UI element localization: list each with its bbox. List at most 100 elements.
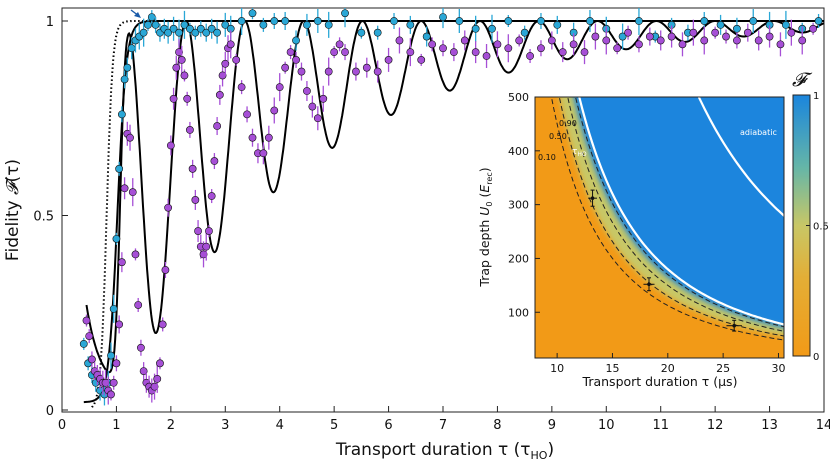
data-point [210,157,219,165]
data-point [743,28,752,37]
data-point [493,40,502,49]
data-point [115,320,124,329]
data-point [635,40,643,49]
data-point [341,48,349,57]
x-tick-label: 1 [112,418,120,433]
data-point [700,17,709,25]
data-point [199,250,208,259]
data-point [127,44,136,53]
data-point [183,94,192,103]
x-tick-label: 4 [276,418,284,433]
data-point [373,67,382,76]
data-point [237,83,246,92]
data-point [406,48,415,57]
data-point [259,149,268,158]
data-point [175,28,183,37]
data-point [82,316,91,325]
data-point [716,20,725,29]
x-tick-label: 11 [652,418,669,433]
inset-data-point [647,282,651,287]
data-point [782,20,790,29]
data-point [765,32,774,41]
inset-y-tick-label: 500 [508,91,529,104]
data-point [188,164,197,173]
data-point [281,17,290,25]
data-point [186,126,194,134]
y-tick-label: 0.5 [33,210,54,225]
contour-label-010: 0.10 [538,153,556,162]
data-point [259,20,268,29]
data-point [128,188,137,197]
inset-y-tick-label: 100 [508,306,529,319]
data-point [151,20,160,29]
data-point [139,367,148,375]
data-point [618,32,627,41]
x-tick-label: 3 [221,418,229,433]
data-point [243,110,251,119]
tho-curve-label: τHO [572,147,587,158]
data-point [169,24,178,33]
data-point [196,24,205,33]
data-point [324,67,333,76]
data-point [134,301,143,309]
contour-label-090: 0.90 [559,119,577,128]
data-point [455,17,464,25]
inset-x-tick-label: 20 [661,362,675,375]
data-point [213,122,222,130]
x-tick-label: 14 [816,418,830,433]
data-point [232,56,241,64]
data-point [547,36,556,45]
colorbar-tick-label: 0 [813,352,819,363]
data-point [352,67,360,76]
data-point [488,24,496,33]
inset-x-tick-label: 25 [716,362,730,375]
data-point [635,17,643,25]
data-point [191,28,200,37]
data-point [120,75,129,84]
data-point [107,351,115,360]
data-point [787,28,796,37]
data-point [319,94,328,103]
x-tick-label: 7 [439,418,447,433]
data-point [292,36,300,45]
arrow-marker-icon [130,9,141,18]
inset-x-axis-label: Transport duration τ (μs) [582,374,738,389]
x-tick-label: 10 [598,418,615,433]
data-point [515,36,524,45]
data-point [482,52,491,60]
ideal-fit-curve [91,20,155,408]
colorbar-tick-label: 1 [813,91,819,102]
data-point [281,63,290,72]
inset-y-tick-label: 200 [508,252,529,265]
data-point [733,24,741,33]
data-point [439,44,447,53]
data-point [101,378,110,387]
adiabatic-curve [697,97,784,218]
data-point [553,20,562,29]
data-point [109,378,118,387]
data-point [390,17,398,25]
x-tick-label: 13 [761,418,778,433]
data-point [158,320,167,329]
data-point [613,44,622,53]
x-tick-label: 8 [493,418,501,433]
data-point [150,382,159,391]
data-point [313,17,322,25]
data-point [237,17,246,25]
fidelity-contour [558,97,784,337]
data-point [624,28,632,37]
data-point [689,28,698,37]
data-point [504,44,513,53]
x-tick-label: 6 [384,418,392,433]
data-point [428,40,437,49]
data-point [147,13,156,22]
data-point [667,32,676,41]
data-point [164,203,173,212]
data-point [602,36,611,45]
data-point [776,40,785,49]
data-point [656,36,665,45]
data-point [248,133,257,142]
x-tick-label: 12 [707,418,724,433]
data-point [169,94,178,103]
